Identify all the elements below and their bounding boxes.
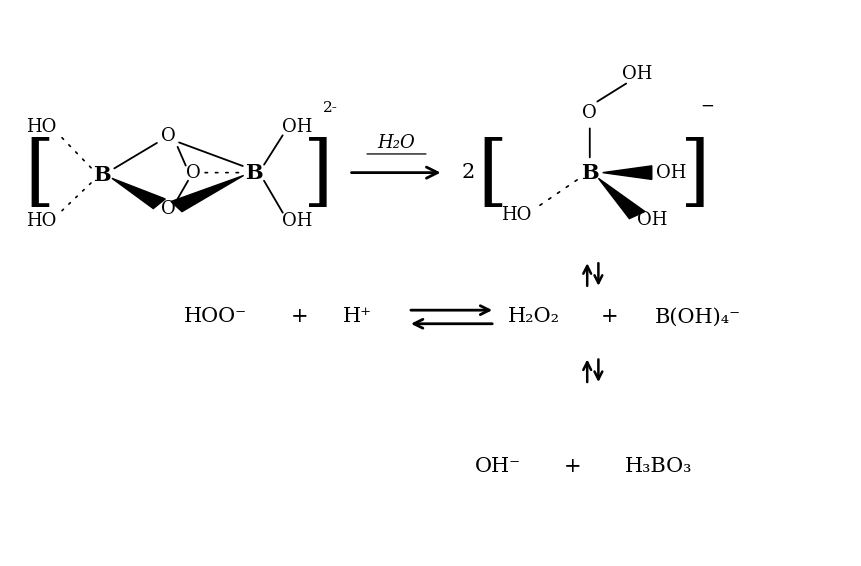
Text: OH: OH bbox=[637, 211, 668, 229]
Text: O: O bbox=[582, 104, 598, 122]
Polygon shape bbox=[112, 178, 165, 209]
Text: H⁺: H⁺ bbox=[343, 307, 372, 327]
Text: OH: OH bbox=[622, 65, 653, 83]
Text: OH⁻: OH⁻ bbox=[474, 457, 521, 477]
Text: O: O bbox=[160, 127, 176, 145]
Text: +: + bbox=[601, 307, 618, 327]
Text: H₃BO₃: H₃BO₃ bbox=[625, 457, 692, 477]
Text: HOO⁻: HOO⁻ bbox=[183, 307, 247, 327]
Text: HO: HO bbox=[26, 212, 57, 230]
Text: +: + bbox=[564, 457, 581, 477]
Text: [: [ bbox=[478, 138, 508, 213]
Polygon shape bbox=[171, 175, 244, 212]
Text: OH: OH bbox=[282, 212, 313, 230]
Polygon shape bbox=[598, 178, 645, 218]
Text: H₂O: H₂O bbox=[377, 134, 415, 152]
Text: ]: ] bbox=[680, 138, 710, 213]
Text: [: [ bbox=[24, 138, 54, 213]
Text: HO: HO bbox=[26, 118, 57, 136]
Text: O: O bbox=[186, 164, 201, 182]
Text: +: + bbox=[291, 307, 308, 327]
Text: HO: HO bbox=[501, 206, 532, 224]
Text: B(OH)₄⁻: B(OH)₄⁻ bbox=[654, 307, 740, 327]
Text: −: − bbox=[700, 98, 714, 115]
Polygon shape bbox=[603, 166, 652, 179]
Text: B: B bbox=[93, 165, 110, 186]
Text: OH: OH bbox=[282, 118, 313, 136]
Text: O: O bbox=[160, 200, 176, 218]
Text: H₂O₂: H₂O₂ bbox=[508, 307, 560, 327]
Text: B: B bbox=[245, 162, 263, 183]
Text: B: B bbox=[581, 162, 598, 183]
Text: 2-: 2- bbox=[323, 101, 338, 115]
Text: OH: OH bbox=[656, 164, 686, 182]
Text: 2: 2 bbox=[461, 163, 474, 182]
Text: ]: ] bbox=[303, 138, 333, 213]
